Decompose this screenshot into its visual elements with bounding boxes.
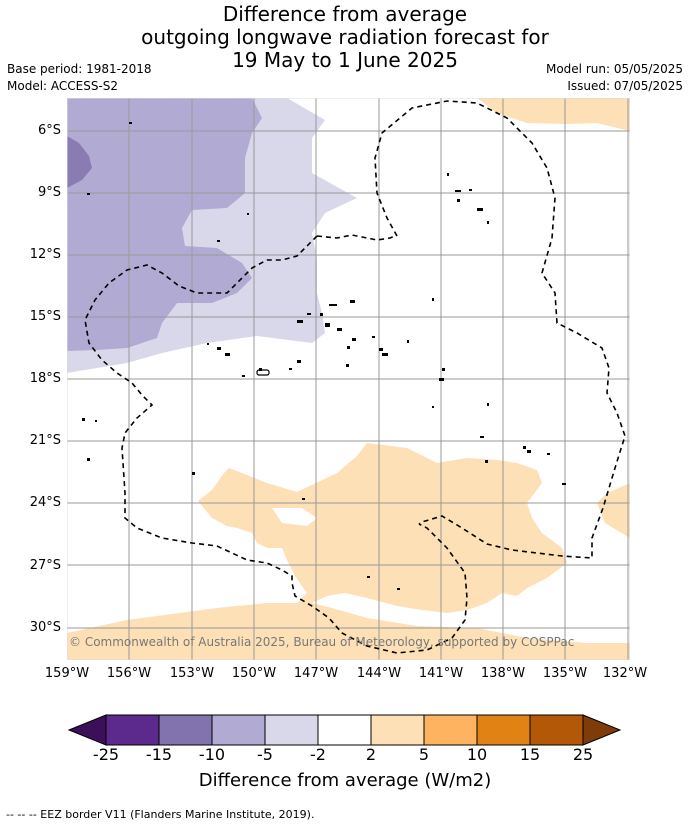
model-run-label: Model run: 05/05/2025 xyxy=(545,62,683,76)
map-panel: © Commonwealth of Australia 2025, Bureau… xyxy=(67,98,630,660)
lat-label: 6°S xyxy=(37,123,61,138)
colorbar-cell xyxy=(476,714,531,746)
eez-footer-note: -- -- -- EEZ border V11 (Flanders Marine… xyxy=(6,808,315,821)
lat-label: 12°S xyxy=(29,247,61,262)
lat-label: 9°S xyxy=(37,185,61,200)
title-line-1: Difference from average xyxy=(222,2,468,26)
colorbar-cell xyxy=(105,714,160,746)
colorbar-tick-label: -10 xyxy=(198,745,226,764)
lon-label: 132°W xyxy=(602,666,648,681)
base-period-label: Base period: 1981-2018 xyxy=(7,62,152,76)
title-line-2: outgoing longwave radiation forecast for xyxy=(141,25,549,49)
colorbar-cell xyxy=(370,714,425,746)
lon-label: 159°W xyxy=(44,666,90,681)
anomaly-region-neg15-neg10 xyxy=(67,136,92,188)
lon-label: 135°W xyxy=(542,666,588,681)
title-line-3: 19 May to 1 June 2025 xyxy=(232,48,458,72)
colorbar-tick-label: -5 xyxy=(257,745,273,764)
colorbar-cell xyxy=(423,714,478,746)
colorbar-extend-low xyxy=(68,714,107,746)
lon-label: 153°W xyxy=(169,666,215,681)
lon-label: 141°W xyxy=(418,666,464,681)
model-label: Model: ACCESS-S2 xyxy=(7,79,119,93)
colorbar-cell xyxy=(317,714,372,746)
colorbar-tick-label: 25 xyxy=(572,745,594,764)
island-outline xyxy=(256,369,270,376)
grid-lines xyxy=(67,98,630,660)
colorbar-tick-label: 15 xyxy=(519,745,541,764)
lon-label: 156°W xyxy=(106,666,152,681)
lat-label: 27°S xyxy=(29,558,61,573)
colorbar-tick-label: 10 xyxy=(466,745,488,764)
copyright-text: © Commonwealth of Australia 2025, Bureau… xyxy=(69,635,574,649)
colorbar-cell xyxy=(264,714,319,746)
colorbar-cell xyxy=(158,714,213,746)
colorbar-tick-label: -2 xyxy=(310,745,326,764)
lat-label: 30°S xyxy=(29,620,61,635)
colorbar xyxy=(68,714,622,746)
colorbar-tick-label: 5 xyxy=(418,745,430,764)
anomaly-hole-white xyxy=(272,508,317,526)
colorbar-tick-label: 2 xyxy=(365,745,377,764)
lat-label: 18°S xyxy=(29,371,61,386)
lon-label: 150°W xyxy=(231,666,277,681)
colorbar-tick-label: -15 xyxy=(145,745,173,764)
lat-label: 15°S xyxy=(29,309,61,324)
lon-label: 138°W xyxy=(480,666,526,681)
lon-label: 147°W xyxy=(293,666,339,681)
colorbar-label: Difference from average (W/m2) xyxy=(198,770,492,791)
eez-borders xyxy=(84,100,626,654)
anomaly-region-pos-east xyxy=(597,483,630,538)
lon-label: 144°W xyxy=(356,666,402,681)
anomaly-region-pos-south xyxy=(67,443,630,660)
lat-label: 24°S xyxy=(29,495,61,510)
colorbar-extend-high xyxy=(582,714,622,746)
lat-label: 21°S xyxy=(29,433,61,448)
colorbar-cell xyxy=(211,714,266,746)
anomaly-region-neg10-neg5 xyxy=(67,98,262,351)
colorbar-tick-label: -25 xyxy=(92,745,120,764)
colorbar-cell xyxy=(529,714,584,746)
anomaly-region-pos-northeast xyxy=(477,98,630,131)
issued-label: Issued: 07/05/2025 xyxy=(567,79,683,93)
